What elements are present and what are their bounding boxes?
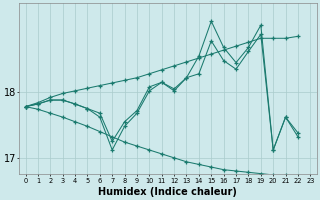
X-axis label: Humidex (Indice chaleur): Humidex (Indice chaleur) [99, 187, 237, 197]
